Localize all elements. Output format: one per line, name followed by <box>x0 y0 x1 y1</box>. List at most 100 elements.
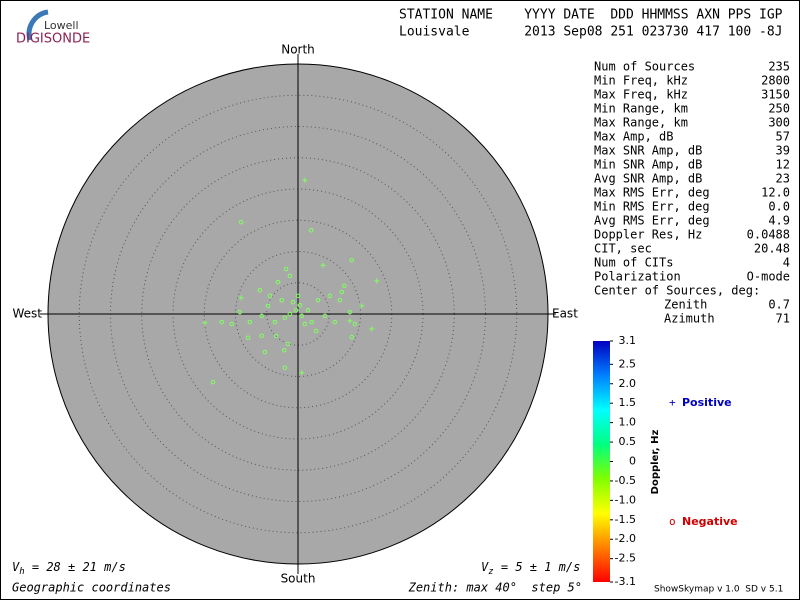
direction-label: North <box>281 43 315 57</box>
source-negative <box>265 303 271 309</box>
velocity-part: = 5 ± 1 m/s <box>494 560 581 574</box>
source-positive <box>299 370 305 376</box>
source-positive <box>359 303 365 309</box>
stat-value: 0.0488 <box>747 228 790 242</box>
stat-value: 39 <box>776 144 790 158</box>
legend-label: Negative <box>682 515 738 528</box>
legend-label: Positive <box>682 396 732 409</box>
velocity-vh: Vh = 28 ± 21 m/s <box>12 560 126 577</box>
source-positive <box>238 295 244 301</box>
colorbar-tick-label: 1.0 <box>619 416 637 429</box>
stat-value: 20.48 <box>754 242 790 256</box>
zenith-note: Zenith: max 40° step 5° <box>408 581 582 595</box>
source-negative <box>279 297 285 303</box>
colorbar-tick-label: 1.5 <box>619 396 637 409</box>
source-negative <box>219 319 225 325</box>
velocity-part: V <box>481 560 489 574</box>
source-positive <box>369 326 375 332</box>
center-title: Center of Sources, deg: <box>594 284 760 298</box>
colorbar-tick-label: -0.5 <box>615 474 636 487</box>
logo-bottom: DIGISONDE <box>16 32 90 47</box>
stat-value: 235 <box>768 60 790 74</box>
stat-label: Max Amp, dB <box>594 130 673 144</box>
source-negative <box>272 319 278 325</box>
source-negative <box>267 293 273 299</box>
velocity-vz: Vz = 5 ± 1 m/s <box>481 560 580 577</box>
center-label: Zenith <box>664 298 707 312</box>
colorbar-label: Doppler, Hz <box>650 430 661 495</box>
source-negative <box>282 315 288 321</box>
stat-value: 3150 <box>761 88 790 102</box>
stat-label: Max SNR Amp, dB <box>594 144 702 158</box>
stat-label: Num of CITs <box>594 256 673 270</box>
source-negative <box>293 307 299 313</box>
source-negative <box>287 273 293 279</box>
stat-value: 250 <box>768 102 790 116</box>
logo-top: Lowell <box>44 19 79 32</box>
header-values: Louisvale 2013 Sep08 251 023730 417 100 … <box>399 25 783 40</box>
stat-value: 0.0 <box>768 200 790 214</box>
source-negative <box>259 333 265 339</box>
stat-value: 2800 <box>761 74 790 88</box>
source-negative <box>327 293 333 299</box>
colorbar <box>593 341 610 582</box>
stat-value: O-mode <box>747 270 790 284</box>
stat-label: Min Freq, kHz <box>594 74 688 88</box>
stat-value: 4.9 <box>768 214 790 228</box>
source-negative <box>245 335 251 341</box>
colorbar-tick-label: -1.5 <box>615 513 636 526</box>
source-negative <box>297 302 303 308</box>
stat-value: 57 <box>776 130 790 144</box>
source-negative <box>273 333 279 339</box>
source-positive <box>202 320 208 326</box>
stat-value: 4 <box>783 256 790 270</box>
stat-label: Avg SNR Amp, dB <box>594 172 702 186</box>
source-negative <box>287 311 293 317</box>
direction-label: South <box>281 572 316 586</box>
source-negative <box>352 321 358 327</box>
source-negative <box>315 297 321 303</box>
direction-label: West <box>12 307 42 321</box>
source-negative <box>229 321 235 327</box>
source-negative <box>305 307 311 313</box>
source-negative <box>281 347 287 353</box>
source-negative <box>285 341 291 347</box>
logo-arc <box>26 9 49 41</box>
header-labels: STATION NAME YYYY DATE DDD HHMMSS AXN PP… <box>399 8 783 23</box>
stat-label: Min RMS Err, deg <box>594 200 710 214</box>
stat-value: 12.0 <box>761 186 790 200</box>
stat-value: 300 <box>768 116 790 130</box>
source-negative <box>308 227 314 233</box>
colorbar-tick-label: 2.0 <box>619 377 637 390</box>
stat-label: Max Freq, kHz <box>594 88 688 102</box>
velocity-part: V <box>12 560 20 574</box>
source-positive <box>320 262 326 268</box>
source-negative <box>257 287 263 293</box>
source-negative <box>302 321 308 327</box>
source-negative <box>309 319 315 325</box>
velocity-part: h <box>19 567 24 577</box>
version-note: ShowSkymap v 1.0 SD v 5.1 <box>654 585 783 595</box>
colorbar-tick-label: -2.0 <box>615 532 636 545</box>
stat-label: Min Range, km <box>594 102 688 116</box>
stat-value: 23 <box>776 172 790 186</box>
colorbar-tick-label: -2.5 <box>615 552 636 565</box>
colorbar-tick-label: 2.5 <box>619 357 637 370</box>
source-negative <box>332 319 338 325</box>
center-value: 71 <box>776 312 790 326</box>
stat-label: Min SNR Amp, dB <box>594 158 702 172</box>
source-negative <box>341 283 347 289</box>
stat-label: Doppler Res, Hz <box>594 228 702 242</box>
stat-label: Polarization <box>594 270 681 284</box>
colorbar-tick-label: -3.1 <box>615 575 636 588</box>
source-negative <box>313 328 319 334</box>
colorbar-tick-label: 0.5 <box>619 435 637 448</box>
direction-label: East <box>552 307 578 321</box>
source-negative <box>210 379 216 385</box>
source-negative <box>275 279 281 285</box>
source-negative <box>339 289 345 295</box>
source-negative <box>283 266 289 272</box>
legend-marker: o <box>669 515 676 528</box>
source-negative <box>337 297 343 303</box>
